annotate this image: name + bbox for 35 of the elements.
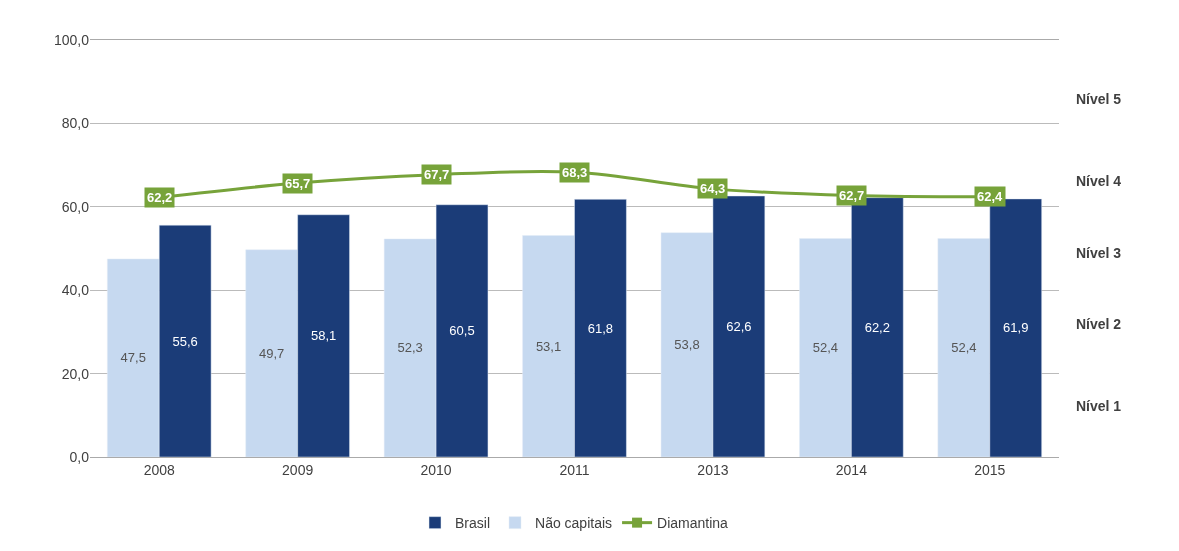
text: Nível 3 bbox=[1076, 245, 1122, 261]
x-tick-label: 2010 bbox=[420, 461, 452, 478]
x-tick-label: 2011 bbox=[559, 461, 590, 478]
x-tick-label: 2008 bbox=[143, 461, 175, 478]
y-tick-label: 20,0 bbox=[61, 365, 90, 382]
data-label: 62,6 bbox=[726, 318, 752, 334]
data-label: 52,4 bbox=[951, 340, 977, 356]
data-label: 53,8 bbox=[674, 337, 700, 353]
data-label: 53,1 bbox=[535, 338, 562, 354]
x-tick-label: 2015 bbox=[974, 461, 1006, 478]
legend-label: Diamantina bbox=[657, 515, 729, 532]
data-label: 61,8 bbox=[587, 320, 614, 336]
text: Nível 1 bbox=[1076, 398, 1122, 414]
data-label: 62,2 bbox=[864, 319, 890, 335]
data-label: 49,7 bbox=[259, 345, 285, 361]
text: Nível 4 bbox=[1076, 173, 1122, 189]
data-label: 55,6 bbox=[172, 333, 198, 349]
data-label: 58,1 bbox=[310, 328, 337, 344]
text: Nível 5 bbox=[1076, 91, 1122, 107]
text: Nível 2 bbox=[1076, 316, 1122, 332]
legend-label: Brasil bbox=[455, 515, 491, 532]
y-tick-label: 40,0 bbox=[61, 282, 90, 299]
legend-label: Não capitais bbox=[535, 515, 613, 532]
data-label: 61,9 bbox=[1003, 320, 1029, 336]
y-tick-label: 0,0 bbox=[69, 448, 90, 465]
y-tick-label: 100,0 bbox=[53, 31, 90, 48]
x-tick-label: 2013 bbox=[697, 461, 729, 478]
data-label: 52,3 bbox=[397, 340, 423, 356]
x-tick-label: 2014 bbox=[835, 461, 868, 478]
data-label: 47,5 bbox=[120, 350, 146, 366]
data-label: 60,5 bbox=[449, 323, 475, 339]
y-tick-label: 80,0 bbox=[61, 115, 90, 132]
y-tick-label: 60,0 bbox=[61, 198, 90, 215]
data-label: 52,4 bbox=[812, 340, 839, 356]
x-tick-label: 2009 bbox=[282, 461, 314, 478]
